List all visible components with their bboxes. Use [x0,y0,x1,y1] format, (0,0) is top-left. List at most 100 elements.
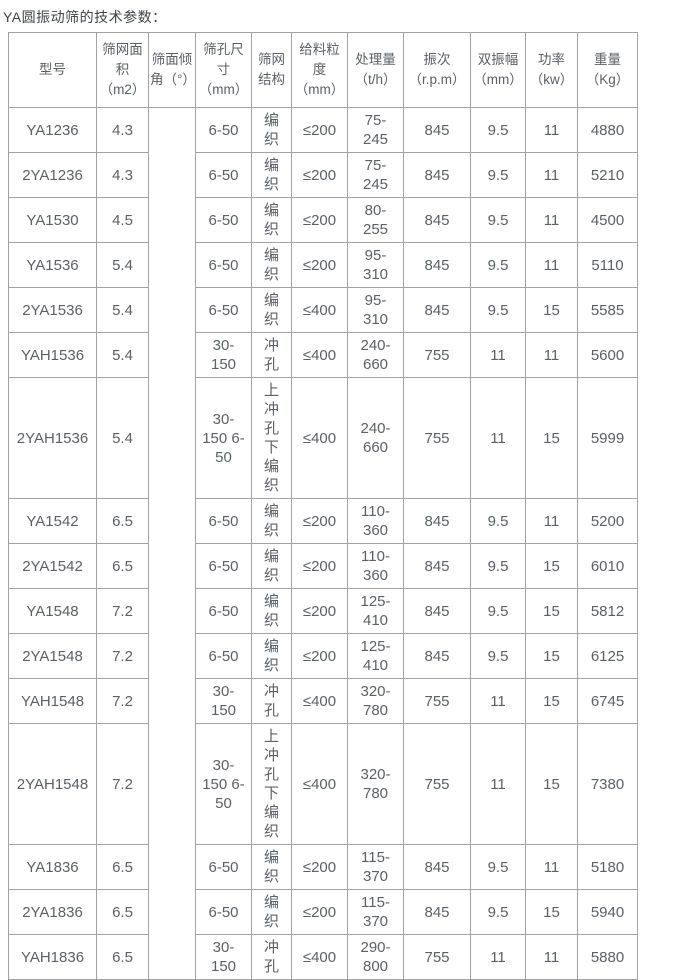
col-header-power: 功率（kw） [525,32,578,108]
cell-capacity: 80-255 [347,197,404,243]
cell-power: 11 [525,107,578,153]
table-row: YAH1548 7.2 30-150 冲孔 ≤400 320-780 755 11 15 6745 [8,678,638,724]
col-header-feed: 给料粒度（mm） [291,32,348,108]
cell-weight: 5940 [577,889,638,935]
col-header-incline: 筛面倾角（°） [148,32,196,108]
cell-capacity: 95-310 [347,287,404,333]
cell-amplitude: 9.5 [470,242,526,288]
cell-aperture: 6-50 [195,633,252,679]
cell-feed: ≤400 [291,287,348,333]
cell-amplitude: 11 [470,332,526,378]
cell-model: 2YA1548 [8,633,97,679]
col-header-structure: 筛网结构 [251,32,292,108]
cell-model: YA1542 [8,498,97,544]
cell-capacity: 320-780 [347,678,404,724]
cell-capacity: 290-800 [347,934,404,980]
cell-area: 5.4 [96,377,149,499]
cell-weight: 6125 [577,633,638,679]
table-row: YA1236 4.3 6-50 编织 ≤200 75-245 845 9.5 11 4880 [8,107,638,980]
cell-amplitude: 9.5 [470,498,526,544]
cell-area: 7.2 [96,588,149,634]
cell-weight: 6010 [577,543,638,589]
cell-power: 15 [525,678,578,724]
cell-area: 4.3 [96,152,149,198]
cell-structure: 编织 [251,498,292,544]
cell-amplitude: 11 [470,678,526,724]
cell-rpm: 845 [403,242,471,288]
cell-structure: 编织 [251,287,292,333]
cell-power: 15 [525,543,578,589]
cell-structure: 冲孔 [251,934,292,980]
cell-feed: ≤200 [291,588,348,634]
cell-weight: 4500 [577,197,638,243]
cell-capacity: 115-370 [347,889,404,935]
cell-rpm: 845 [403,107,471,153]
cell-aperture: 6-50 [195,889,252,935]
cell-aperture: 6-50 [195,588,252,634]
table-row: 2YA1836 6.5 6-50 编织 ≤200 115-370 845 9.5 15 5940 [8,889,638,935]
cell-model: 2YA1542 [8,543,97,589]
cell-aperture: 6-50 [195,844,252,890]
cell-power: 15 [525,588,578,634]
cell-aperture: 30-150 [195,934,252,980]
cell-feed: ≤400 [291,332,348,378]
cell-rpm: 845 [403,197,471,243]
cell-rpm: 755 [403,678,471,724]
cell-feed: ≤200 [291,543,348,589]
cell-feed: ≤200 [291,498,348,544]
cell-power: 15 [525,633,578,679]
cell-feed: ≤200 [291,889,348,935]
cell-capacity: 240-660 [347,377,404,499]
col-header-area: 筛网面积（m2） [96,32,149,108]
cell-structure: 编织 [251,588,292,634]
cell-model: YAH1536 [8,332,97,378]
cell-power: 11 [525,152,578,198]
cell-model: YAH1836 [8,934,97,980]
cell-weight: 5880 [577,934,638,980]
cell-weight: 5200 [577,498,638,544]
cell-aperture: 6-50 [195,287,252,333]
cell-aperture: 6-50 [195,152,252,198]
cell-power: 15 [525,889,578,935]
cell-rpm: 845 [403,287,471,333]
cell-amplitude: 11 [470,723,526,845]
cell-aperture: 6-50 [195,197,252,243]
cell-rpm: 755 [403,934,471,980]
cell-feed: ≤200 [291,197,348,243]
cell-area: 6.5 [96,498,149,544]
cell-structure: 编织 [251,197,292,243]
table-row: 2YA1236 4.3 6-50 编织 ≤200 75-245 845 9.5 11 5210 [8,152,638,198]
cell-amplitude: 9.5 [470,588,526,634]
cell-structure: 冲孔 [251,678,292,724]
cell-structure: 编织 [251,107,292,153]
cell-structure: 编织 [251,633,292,679]
cell-capacity: 240-660 [347,332,404,378]
cell-model: YA1836 [8,844,97,890]
cell-model: YA1536 [8,242,97,288]
cell-structure: 编织 [251,543,292,589]
table-row: YA1536 5.4 6-50 编织 ≤200 95-310 845 9.5 11 5110 [8,242,638,288]
cell-structure: 上冲孔 下编织 [251,377,292,499]
cell-amplitude: 9.5 [470,889,526,935]
cell-capacity: 110-360 [347,498,404,544]
cell-amplitude: 11 [470,377,526,499]
cell-power: 11 [525,197,578,243]
specs-table: 型号 筛网面积（m2） 筛面倾角（°） 筛孔尺寸（mm） 筛网结构 给料粒度（mm） 处理量… [8,32,638,980]
cell-weight: 5812 [577,588,638,634]
cell-amplitude: 9.5 [470,197,526,243]
cell-amplitude: 9.5 [470,633,526,679]
cell-structure: 编织 [251,889,292,935]
col-header-model: 型号 [8,32,97,108]
cell-aperture: 30-150 6-50 [195,723,252,845]
col-header-rpm: 振次（r.p.m） [403,32,471,108]
cell-rpm: 845 [403,588,471,634]
cell-amplitude: 9.5 [470,152,526,198]
cell-capacity: 125-410 [347,633,404,679]
cell-capacity: 125-410 [347,588,404,634]
cell-structure: 编织 [251,152,292,198]
cell-feed: ≤200 [291,633,348,679]
col-header-weight: 重量（Kg） [577,32,638,108]
table-row: 2YAH1548 7.2 30-150 6-50 上冲孔 下编织 ≤400 320-780… [8,723,638,845]
cell-rpm: 755 [403,332,471,378]
cell-amplitude: 9.5 [470,287,526,333]
